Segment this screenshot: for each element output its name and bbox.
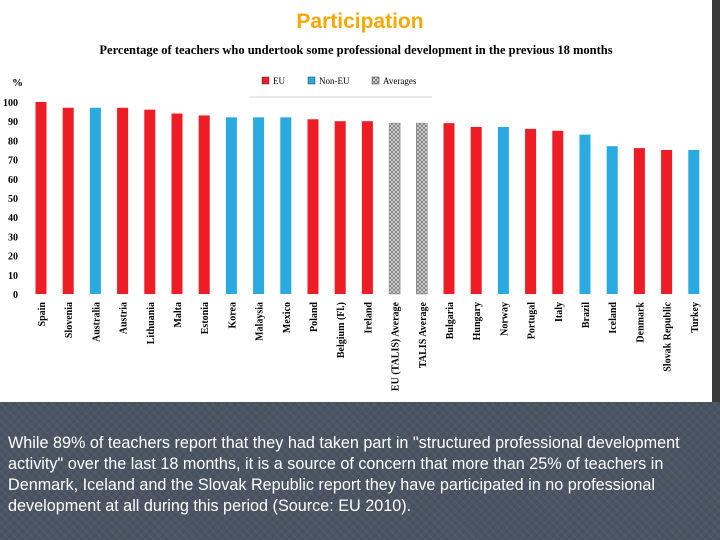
y-tick-label: 70 [8, 156, 18, 167]
x-tick-label: Hungary [472, 302, 483, 340]
bar [579, 134, 591, 294]
y-tick-label: 90 [8, 117, 18, 128]
chart-title: Percentage of teachers who undertook som… [99, 43, 612, 57]
y-tick-label: 0 [13, 290, 18, 301]
bar [62, 107, 74, 294]
x-tick-label: Malaysia [255, 302, 266, 341]
caption-text: While 89% of teachers report that they h… [8, 434, 680, 515]
bar [497, 126, 509, 295]
bar [388, 122, 401, 295]
bar [117, 107, 129, 294]
x-tick-label: Italy [554, 302, 565, 322]
x-tick-label: Poland [309, 302, 320, 332]
bar [633, 148, 645, 294]
y-axis: 0 10 20 30 40 50 60 70 80 90 100 [3, 98, 18, 301]
legend-swatch-average [371, 76, 380, 85]
bar [606, 146, 618, 294]
x-tick-label: Spain [37, 302, 48, 327]
bar-chart: Percentage of teachers who undertook som… [3, 43, 701, 391]
x-tick-label: Denmark [635, 302, 646, 343]
x-tick-label: Australia [91, 302, 102, 342]
bar [334, 121, 346, 294]
x-tick-label: Brazil [581, 302, 592, 328]
x-axis-labels: Spain Slovenia Australia Austria Lithuania Ma… [37, 301, 701, 391]
bar [443, 123, 455, 295]
slide-edge-border [712, 0, 720, 402]
legend-label-average: Averages [383, 76, 417, 86]
bar [225, 117, 237, 294]
y-tick-label: 20 [8, 252, 18, 263]
bar [688, 150, 700, 294]
bar [253, 117, 265, 294]
bar [89, 107, 101, 294]
x-tick-label: Ireland [363, 302, 374, 334]
y-tick-label: 50 [8, 194, 18, 205]
bar [470, 126, 482, 295]
x-tick-label: Austria [119, 302, 130, 334]
x-tick-label: Malta [173, 302, 184, 328]
y-tick-label: 60 [8, 175, 18, 186]
x-tick-label: Korea [227, 302, 238, 328]
x-tick-label: Lithuania [146, 302, 157, 344]
chart-legend: EU Non-EU Averages [250, 76, 432, 98]
bar [307, 119, 319, 294]
bar [552, 130, 564, 294]
x-tick-label: EU (TALIS) Average [391, 301, 402, 391]
bar [144, 109, 156, 295]
bar [416, 122, 428, 295]
x-tick-label: TALIS Average [418, 301, 429, 368]
bar [35, 102, 47, 294]
bar [361, 121, 373, 294]
y-tick-label: 40 [8, 213, 18, 224]
x-tick-label: Slovak Republic [663, 301, 674, 371]
legend-swatch-eu [261, 76, 270, 85]
legend-label-eu: EU [273, 76, 285, 86]
x-tick-label: Slovenia [64, 302, 75, 338]
x-tick-label: Norway [499, 302, 510, 336]
bar-series [35, 102, 700, 295]
x-tick-label: Portugal [527, 302, 538, 339]
x-tick-label: Turkey [690, 302, 701, 333]
x-tick-label: Estonia [200, 302, 211, 334]
y-tick-label: 100 [3, 98, 18, 109]
x-tick-label: Bulgaria [445, 302, 456, 339]
bar [171, 113, 183, 295]
bar [661, 150, 673, 294]
x-tick-label: Belgium (Fl.) [336, 302, 347, 358]
caption-box: While 89% of teachers report that they h… [0, 402, 720, 540]
y-tick-label: 10 [8, 271, 18, 282]
y-tick-label: 80 [8, 136, 18, 147]
bar [525, 128, 537, 294]
bar [198, 115, 210, 294]
x-tick-label: Iceland [608, 302, 619, 334]
legend-label-non_eu: Non-EU [319, 76, 350, 86]
slide-title: Participation [296, 10, 424, 33]
bar [280, 117, 292, 294]
y-axis-unit-label: % [12, 77, 23, 89]
y-tick-label: 30 [8, 232, 18, 243]
x-tick-label: Mexico [282, 302, 293, 333]
legend-swatch-non_eu [307, 76, 316, 85]
